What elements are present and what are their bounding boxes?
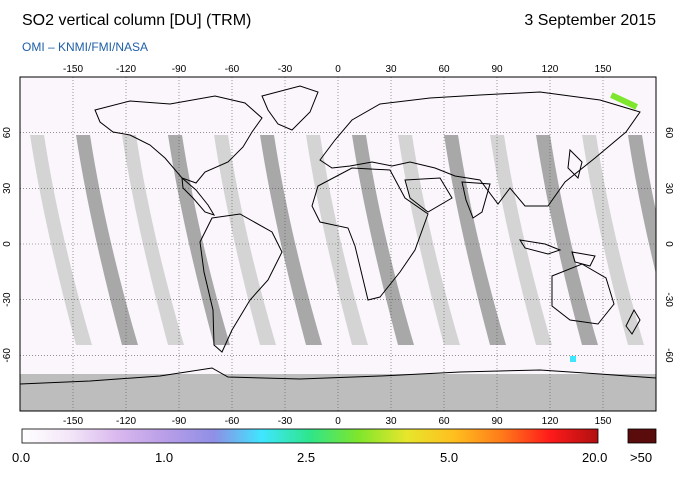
orbit-swath <box>444 135 506 345</box>
lat-tick-label-right: -60 <box>663 348 674 363</box>
so2-signal-southern <box>570 356 576 362</box>
coastline-new-guinea <box>571 251 596 267</box>
orbit-swath <box>536 135 598 345</box>
coastline-arabia <box>404 177 453 213</box>
lon-tick-label-top: 60 <box>438 64 450 75</box>
coastline-greenland <box>261 85 319 131</box>
orbit-swath <box>76 135 138 345</box>
colorbar-label-0: 0.0 <box>12 450 31 465</box>
lon-tick-label-bottom: 120 <box>542 416 559 427</box>
lat-tick-label-left: -30 <box>2 292 13 307</box>
coastline-south-america <box>199 213 283 353</box>
lat-tick-label-left: 0 <box>2 241 13 247</box>
coastline-antarctica <box>20 367 656 385</box>
colorbar-overflow-box <box>627 428 657 444</box>
colorbar-overflow-label: >50 <box>630 450 653 465</box>
coastline-central-america <box>181 176 216 216</box>
data-credit: OMI – KNMI/FMI/NASA <box>22 40 149 54</box>
lon-tick-label-top: -30 <box>278 64 293 75</box>
orbit-swath <box>122 135 184 345</box>
orbit-swath <box>260 135 322 345</box>
lat-tick-label-right: 30 <box>663 183 674 195</box>
lon-tick-label-top: 0 <box>335 64 341 75</box>
colorbar-label-2: 2.5 <box>297 450 316 465</box>
coastline-india <box>461 181 491 219</box>
lon-tick-label-top: -150 <box>63 64 83 75</box>
lon-tick-label-top: 90 <box>491 64 503 75</box>
coastline-eurasia <box>319 91 641 207</box>
map-frame <box>19 76 657 412</box>
lat-tick-label-left: 60 <box>2 127 13 139</box>
lon-tick-label-bottom: -90 <box>172 416 187 427</box>
coastline-japan <box>567 148 583 179</box>
orbit-swath <box>582 135 644 345</box>
lon-tick-label-bottom: 60 <box>438 416 450 427</box>
lat-tick-label-left: -60 <box>2 348 13 363</box>
lon-tick-label-bottom: 0 <box>335 416 341 427</box>
so2-signal-arctic <box>610 92 638 110</box>
orbit-swath <box>214 135 276 345</box>
map-date: 3 September 2015 <box>524 12 656 29</box>
lon-tick-label-bottom: -150 <box>63 416 83 427</box>
lon-tick-label-top: -60 <box>225 64 240 75</box>
lon-tick-label-top: -90 <box>172 64 187 75</box>
lon-tick-label-top: 150 <box>595 64 612 75</box>
orbit-swath <box>628 135 656 275</box>
orbit-swath <box>398 135 460 345</box>
orbit-swath <box>168 135 230 345</box>
colorbar-gradient <box>21 428 599 444</box>
lon-tick-label-bottom: 30 <box>385 416 397 427</box>
coastline-new-zealand <box>625 308 641 335</box>
coastline-australia <box>551 263 615 325</box>
coastline-africa <box>311 167 429 301</box>
colorbar-label-1: 1.0 <box>155 450 174 465</box>
lat-tick-label-right: 0 <box>663 241 674 247</box>
map-title: SO2 vertical column [DU] (TRM) <box>22 12 252 29</box>
colorbar-label-4: 20.0 <box>582 450 608 465</box>
lon-tick-label-bottom: 150 <box>595 416 612 427</box>
coastline-indonesia <box>518 239 562 255</box>
lon-tick-label-bottom: -30 <box>278 416 293 427</box>
lat-tick-label-left: 30 <box>2 182 13 194</box>
orbit-swath <box>306 135 368 345</box>
lon-tick-label-bottom: -60 <box>225 416 240 427</box>
lon-tick-label-top: 120 <box>542 64 559 75</box>
lon-tick-label-top: 30 <box>385 64 397 75</box>
lon-tick-label-bottom: -120 <box>116 416 136 427</box>
lon-tick-label-top: -120 <box>116 64 136 75</box>
orbit-swath <box>30 135 92 345</box>
coastline-north-america <box>94 95 263 184</box>
lat-tick-label-right: 60 <box>663 127 674 139</box>
colorbar-label-3: 5.0 <box>440 450 459 465</box>
orbit-swath <box>352 135 414 345</box>
lon-tick-label-bottom: 90 <box>491 416 503 427</box>
lat-tick-label-right: -30 <box>663 292 674 307</box>
